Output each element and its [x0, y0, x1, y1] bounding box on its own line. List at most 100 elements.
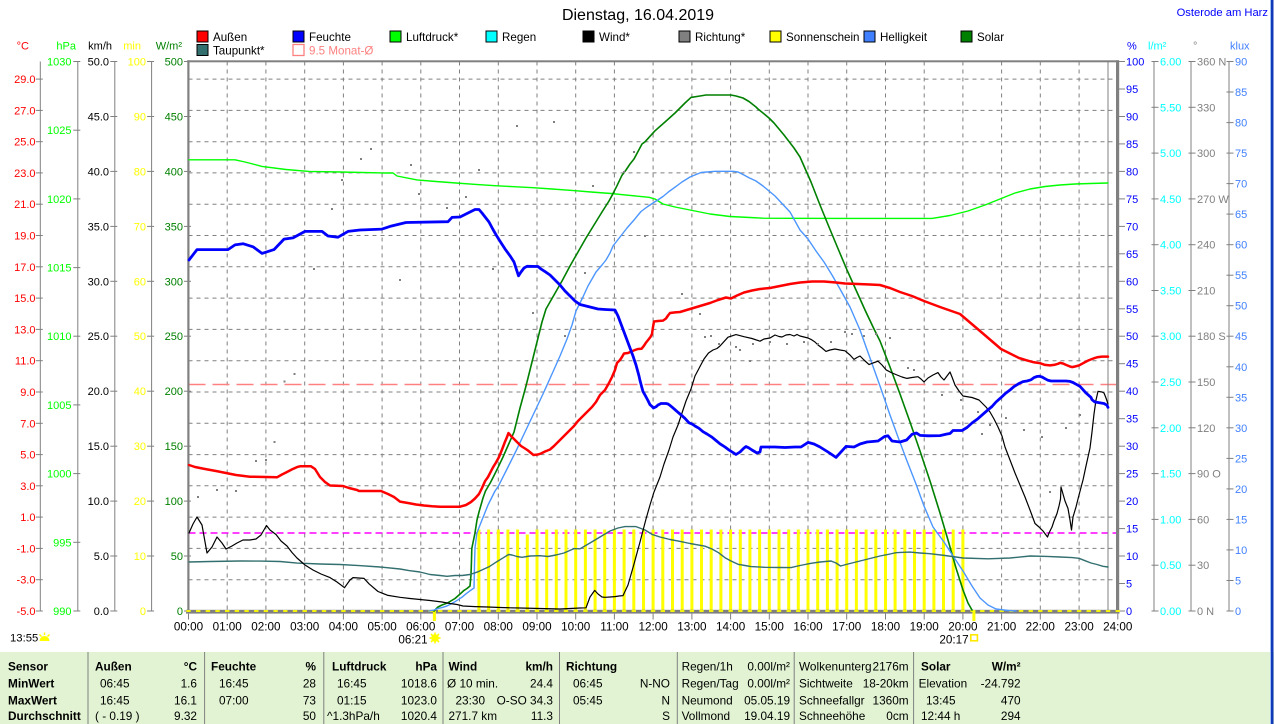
- svg-text:70: 70: [1126, 221, 1138, 233]
- svg-text:Regen/1h: Regen/1h: [682, 660, 733, 674]
- svg-text:klux: klux: [1230, 41, 1250, 53]
- svg-text:20:17: 20:17: [939, 634, 968, 647]
- svg-text:30.0: 30.0: [88, 276, 109, 288]
- svg-text:-24.792: -24.792: [981, 677, 1021, 691]
- svg-text:05.05.19: 05.05.19: [744, 694, 790, 708]
- svg-text:Ø 10 min.: Ø 10 min.: [447, 677, 498, 691]
- svg-text:0cm: 0cm: [886, 709, 908, 723]
- svg-text:23:30: 23:30: [456, 694, 486, 708]
- svg-text:Wind*: Wind*: [599, 31, 630, 44]
- svg-text:05:00: 05:00: [367, 620, 397, 633]
- svg-text:35.0: 35.0: [88, 221, 109, 233]
- svg-text:35: 35: [1126, 414, 1138, 426]
- svg-text:Richtung: Richtung: [566, 660, 617, 674]
- svg-text:20: 20: [1126, 496, 1138, 508]
- svg-text:11.3: 11.3: [531, 709, 554, 723]
- svg-text:40: 40: [1235, 362, 1247, 374]
- svg-text:19.0: 19.0: [14, 231, 35, 243]
- svg-text:Außen: Außen: [213, 31, 247, 44]
- svg-text:3.50: 3.50: [1160, 286, 1181, 298]
- svg-text:25.0: 25.0: [88, 331, 109, 343]
- svg-text:hPa: hPa: [56, 41, 76, 53]
- svg-text:45: 45: [1126, 359, 1138, 371]
- svg-text:9.0: 9.0: [20, 387, 35, 399]
- svg-text:Sichtweite: Sichtweite: [799, 677, 853, 691]
- svg-text:( - 0.19 ): ( - 0.19 ): [95, 709, 140, 723]
- svg-text:1005: 1005: [47, 400, 71, 412]
- svg-text:85: 85: [1235, 87, 1247, 99]
- svg-text:Wind: Wind: [449, 660, 478, 674]
- svg-text:294: 294: [1001, 709, 1021, 723]
- svg-text:30: 30: [1197, 560, 1209, 572]
- svg-text:%: %: [306, 660, 317, 674]
- svg-text:14:00: 14:00: [716, 620, 746, 633]
- svg-text:01:00: 01:00: [213, 620, 243, 633]
- svg-text:Feuchte: Feuchte: [211, 660, 257, 674]
- svg-text:24.4: 24.4: [530, 677, 553, 691]
- svg-text:15: 15: [1126, 524, 1138, 536]
- svg-text:1018.6: 1018.6: [401, 677, 438, 691]
- svg-text:2.50: 2.50: [1160, 377, 1181, 389]
- svg-text:0: 0: [1235, 606, 1241, 618]
- svg-text:5.0: 5.0: [20, 450, 35, 462]
- svg-text:100: 100: [165, 496, 183, 508]
- svg-text:Solar: Solar: [977, 31, 1004, 44]
- svg-text:1000: 1000: [47, 469, 71, 481]
- svg-text:00:00: 00:00: [174, 620, 204, 633]
- svg-text:80: 80: [1235, 118, 1247, 130]
- svg-text:06:45: 06:45: [100, 677, 130, 691]
- svg-text:75: 75: [1126, 194, 1138, 206]
- svg-text:50: 50: [171, 551, 183, 563]
- svg-text:MinWert: MinWert: [8, 677, 54, 691]
- svg-text:1023.0: 1023.0: [401, 694, 438, 708]
- svg-text:300: 300: [1197, 148, 1215, 160]
- svg-text:65: 65: [1126, 249, 1138, 261]
- svg-text:23:00: 23:00: [1064, 620, 1094, 633]
- svg-text:28: 28: [303, 677, 317, 691]
- svg-text:min: min: [123, 41, 141, 53]
- svg-text:1360m: 1360m: [873, 694, 909, 708]
- svg-text:40.0: 40.0: [88, 166, 109, 178]
- svg-text:18:00: 18:00: [871, 620, 901, 633]
- svg-text:Solar: Solar: [921, 660, 951, 674]
- svg-text:W/m²: W/m²: [156, 41, 183, 53]
- svg-text:0.00: 0.00: [1160, 606, 1181, 618]
- svg-text:22:00: 22:00: [1026, 620, 1056, 633]
- svg-text:20:00: 20:00: [948, 620, 978, 633]
- svg-text:1.00: 1.00: [1160, 514, 1181, 526]
- svg-text:19.04.19: 19.04.19: [744, 709, 790, 723]
- svg-text:13:00: 13:00: [677, 620, 707, 633]
- svg-text:km/h: km/h: [88, 41, 112, 53]
- svg-text:Luftdruck: Luftdruck: [332, 660, 387, 674]
- svg-text:13.0: 13.0: [14, 324, 35, 336]
- svg-text:15.0: 15.0: [88, 441, 109, 453]
- svg-text:4.50: 4.50: [1160, 194, 1181, 206]
- svg-text:60: 60: [134, 276, 146, 288]
- svg-text:-3.0: -3.0: [17, 575, 36, 587]
- svg-text:400: 400: [165, 166, 183, 178]
- svg-text:70: 70: [1235, 179, 1247, 191]
- svg-text:250: 250: [165, 331, 183, 343]
- svg-text:Osterode am Harz: Osterode am Harz: [1177, 7, 1269, 19]
- svg-text:1030: 1030: [47, 57, 71, 69]
- svg-text:-1.0: -1.0: [17, 543, 36, 555]
- svg-text:°: °: [1193, 41, 1197, 53]
- svg-text:73: 73: [303, 694, 317, 708]
- svg-text:60: 60: [1197, 514, 1209, 526]
- svg-text:21:00: 21:00: [987, 620, 1017, 633]
- svg-text:N: N: [661, 694, 670, 708]
- svg-text:271.7 km: 271.7 km: [449, 709, 498, 723]
- svg-text:06:00: 06:00: [406, 620, 436, 633]
- svg-text:5: 5: [1235, 576, 1241, 588]
- svg-text:Neumond: Neumond: [682, 694, 733, 708]
- svg-text:16:45: 16:45: [337, 677, 367, 691]
- svg-text:17.0: 17.0: [14, 262, 35, 274]
- svg-text:330: 330: [1197, 102, 1215, 114]
- svg-text:5: 5: [1126, 579, 1132, 591]
- svg-text:75: 75: [1235, 148, 1247, 160]
- svg-text:9.5 Monat-Ø: 9.5 Monat-Ø: [309, 45, 373, 58]
- svg-text:09:00: 09:00: [522, 620, 552, 633]
- svg-text:40: 40: [134, 386, 146, 398]
- svg-text:Außen: Außen: [95, 660, 132, 674]
- svg-text:90: 90: [1126, 112, 1138, 124]
